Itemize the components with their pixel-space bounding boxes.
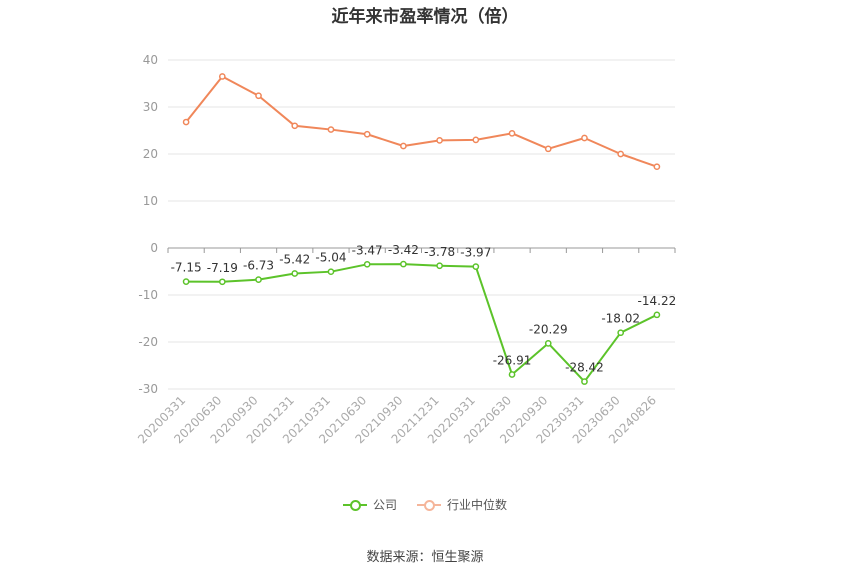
- data-label: -3.97: [460, 246, 491, 260]
- y-tick-label: 20: [143, 147, 158, 161]
- data-label: -5.04: [315, 251, 346, 265]
- data-point: [436, 137, 443, 144]
- data-point: [218, 278, 226, 286]
- data-point: [653, 163, 661, 171]
- data-point: [255, 92, 262, 100]
- data-label: -6.73: [243, 259, 274, 273]
- legend-company-marker-icon: [342, 499, 367, 511]
- data-point: [400, 260, 407, 268]
- data-point: [327, 126, 335, 133]
- legend: 公司 行业中位数: [0, 496, 850, 513]
- data-point: [617, 329, 625, 337]
- data-point: [472, 263, 480, 271]
- data-label: -28.42: [565, 361, 604, 375]
- data-point: [255, 276, 262, 283]
- legend-item-company[interactable]: 公司: [342, 496, 397, 513]
- data-point: [581, 378, 588, 385]
- data-point: [508, 371, 516, 378]
- data-point: [472, 136, 480, 144]
- data-point: [218, 73, 226, 80]
- data-point: [436, 262, 443, 270]
- data-point: [653, 311, 661, 319]
- data-point: [327, 268, 335, 276]
- series-line-industry: [185, 75, 658, 168]
- data-point: [544, 340, 552, 347]
- data-point: [182, 278, 190, 285]
- data-point: [363, 260, 371, 268]
- data-label: -18.02: [601, 312, 640, 326]
- data-point: [544, 145, 552, 153]
- data-point: [363, 130, 371, 138]
- y-tick-label: 40: [143, 53, 158, 67]
- y-tick-label: -20: [138, 335, 158, 349]
- data-label: -3.47: [352, 243, 383, 257]
- legend-industry-marker-icon: [417, 499, 441, 511]
- data-label: -26.91: [493, 353, 532, 367]
- data-label: -20.29: [529, 322, 568, 336]
- y-tick-label: -10: [138, 288, 158, 302]
- legend-industry-label: 行业中位数: [447, 498, 508, 512]
- y-tick-label: 0: [150, 241, 158, 255]
- chart-title: 近年来市盈率情况（倍）: [331, 7, 519, 27]
- series-line-company: [186, 263, 658, 383]
- data-point: [581, 134, 588, 142]
- data-point: [291, 270, 299, 277]
- source-note: 数据来源：恒生聚源: [366, 550, 484, 565]
- data-point: [182, 118, 190, 126]
- data-label: -3.78: [424, 245, 455, 259]
- data-point: [291, 122, 299, 130]
- data-label: -3.42: [388, 243, 419, 257]
- legend-company-label: 公司: [372, 498, 397, 512]
- data-point: [400, 142, 407, 150]
- data-point: [508, 129, 516, 137]
- data-label: -7.15: [171, 261, 202, 275]
- data-label: -7.19: [207, 261, 238, 275]
- y-tick-label: -30: [138, 382, 158, 396]
- y-tick-label: 30: [143, 100, 158, 114]
- legend-item-industry[interactable]: 行业中位数: [417, 496, 507, 513]
- data-label: -5.42: [279, 252, 310, 266]
- y-tick-label: 10: [143, 194, 158, 208]
- data-label: -14.22: [638, 294, 677, 308]
- data-point: [617, 150, 625, 158]
